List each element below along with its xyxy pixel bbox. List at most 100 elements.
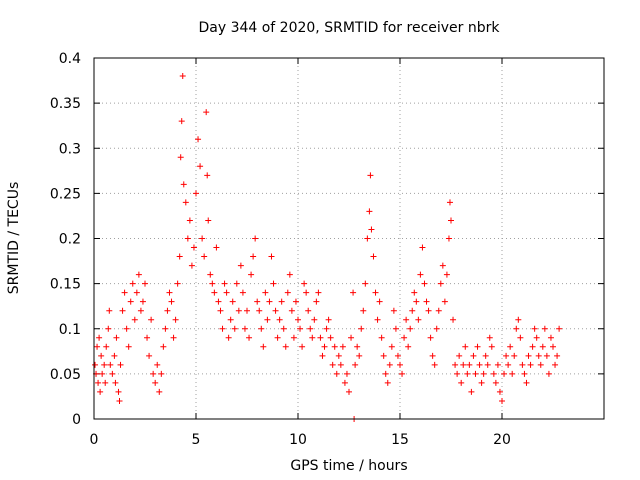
y-tick-label: 0	[72, 412, 81, 428]
data-point	[201, 253, 208, 260]
data-points	[92, 73, 563, 422]
data-point	[350, 289, 357, 296]
y-tick-label: 0.15	[50, 277, 81, 293]
data-point	[358, 325, 365, 332]
data-point	[454, 370, 461, 377]
data-point	[343, 370, 350, 377]
y-axis-label: SRMTID / TECUs	[6, 182, 22, 295]
data-point	[227, 316, 234, 323]
data-point	[94, 343, 101, 350]
data-point	[156, 388, 163, 395]
data-point	[474, 343, 481, 350]
data-point	[337, 361, 344, 368]
data-point	[268, 253, 275, 260]
data-point	[311, 316, 318, 323]
data-point	[133, 289, 140, 296]
data-point	[515, 316, 522, 323]
data-point	[472, 370, 479, 377]
data-point	[107, 361, 114, 368]
data-point	[186, 217, 193, 224]
data-point	[521, 370, 528, 377]
data-point	[388, 343, 395, 350]
data-point	[421, 280, 428, 287]
data-point	[382, 370, 389, 377]
axis-ticks	[93, 57, 604, 420]
data-point	[174, 280, 181, 287]
data-point	[170, 334, 177, 341]
data-point	[513, 325, 520, 332]
data-point	[188, 262, 195, 269]
data-point	[539, 343, 546, 350]
data-point	[499, 397, 505, 404]
data-point	[341, 379, 348, 386]
data-point	[209, 280, 216, 287]
data-point	[256, 307, 263, 314]
data-point	[446, 199, 453, 206]
data-point	[229, 298, 236, 305]
data-point	[241, 325, 248, 332]
data-point	[274, 334, 281, 341]
data-point	[325, 316, 332, 323]
data-point	[441, 298, 448, 305]
data-point	[180, 181, 187, 188]
data-point	[282, 343, 289, 350]
data-point	[403, 316, 410, 323]
plot-frame	[93, 57, 605, 420]
data-point	[401, 334, 408, 341]
data-point	[303, 289, 310, 296]
data-point	[92, 361, 99, 368]
data-point	[258, 325, 265, 332]
data-point	[456, 352, 463, 359]
data-point	[266, 298, 273, 305]
data-point	[272, 307, 279, 314]
data-point	[204, 172, 211, 179]
data-point	[172, 316, 179, 323]
data-point	[376, 298, 383, 305]
data-point	[182, 199, 189, 206]
data-point	[264, 316, 271, 323]
data-point	[435, 307, 442, 314]
data-point	[464, 370, 471, 377]
data-point	[450, 316, 457, 323]
data-point	[415, 316, 422, 323]
data-point	[137, 307, 144, 314]
y-tick-label: 0.05	[50, 367, 81, 383]
data-point	[112, 379, 119, 386]
data-point	[362, 280, 369, 287]
data-point	[119, 307, 126, 314]
data-point	[460, 361, 467, 368]
x-tick-label: 15	[391, 432, 409, 448]
data-point	[437, 280, 444, 287]
data-point	[468, 388, 475, 395]
data-point	[98, 352, 105, 359]
data-point	[484, 361, 491, 368]
x-tick-label: 20	[493, 432, 511, 448]
data-point	[235, 307, 242, 314]
data-point	[195, 136, 202, 143]
data-point	[297, 325, 304, 332]
data-point	[405, 343, 412, 350]
data-point	[260, 343, 267, 350]
y-tick-label: 0.4	[59, 51, 81, 67]
data-point	[252, 235, 259, 242]
data-point	[423, 298, 430, 305]
data-point	[215, 298, 222, 305]
data-point	[411, 289, 418, 296]
data-point	[427, 334, 434, 341]
data-point	[276, 316, 283, 323]
data-point	[331, 343, 338, 350]
data-point	[413, 298, 420, 305]
data-point	[199, 235, 206, 242]
data-point	[390, 307, 397, 314]
data-point	[533, 334, 540, 341]
data-point	[142, 280, 148, 287]
data-point	[384, 379, 391, 386]
data-point	[105, 325, 112, 332]
data-point	[307, 325, 314, 332]
data-point	[333, 370, 340, 377]
data-point	[102, 379, 109, 386]
data-point	[425, 307, 432, 314]
data-point	[394, 352, 401, 359]
data-point	[313, 298, 320, 305]
